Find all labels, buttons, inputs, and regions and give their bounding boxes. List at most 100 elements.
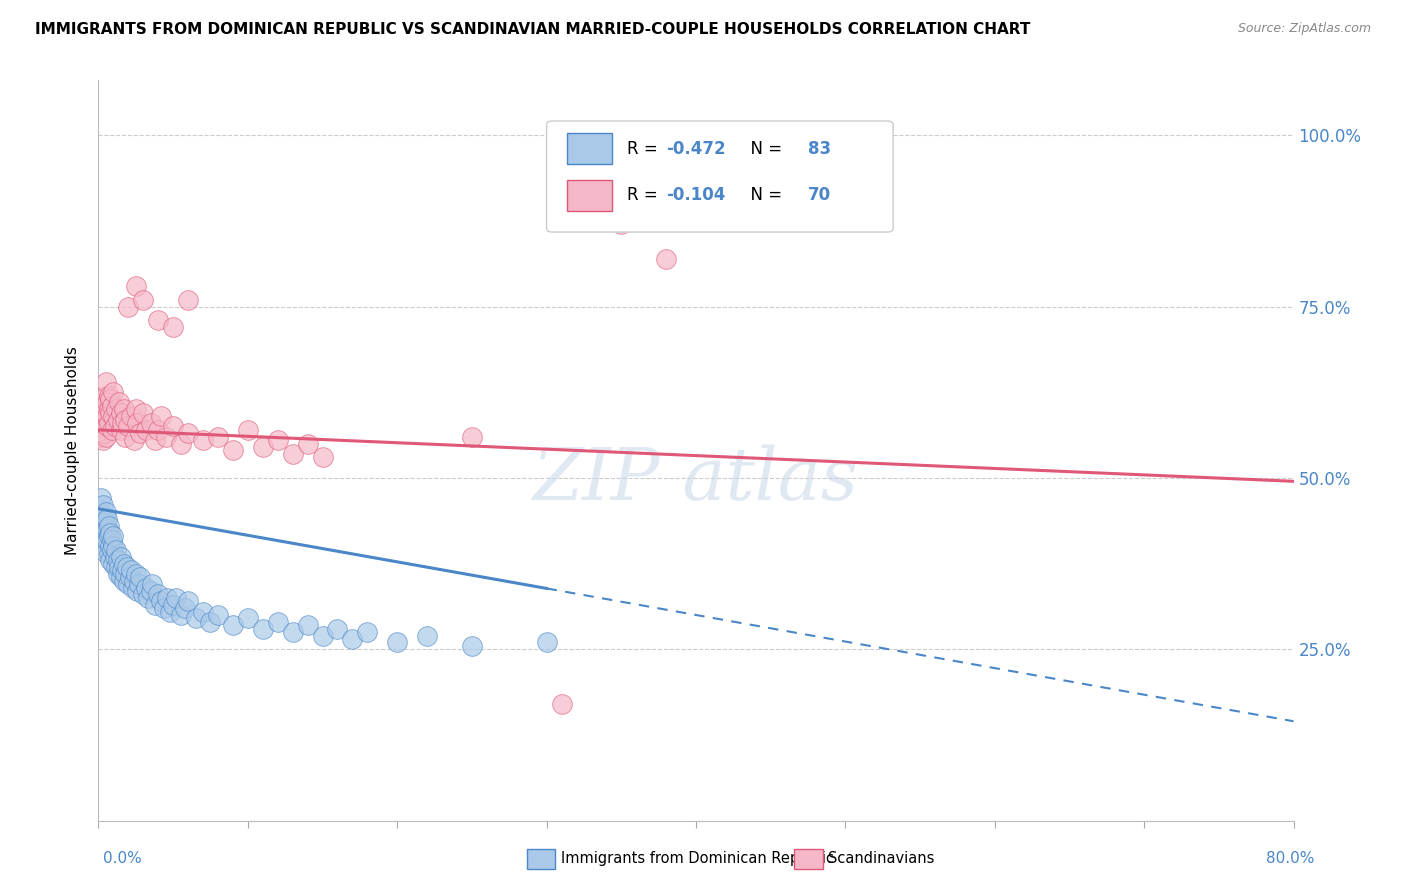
Point xyxy=(117,577,139,591)
Point xyxy=(98,392,122,406)
Point xyxy=(184,611,207,625)
Point xyxy=(101,399,124,413)
Point xyxy=(97,529,120,543)
Point xyxy=(91,519,114,533)
Point xyxy=(91,409,114,424)
Point xyxy=(132,293,155,307)
Point xyxy=(143,598,166,612)
Point xyxy=(107,553,129,567)
Point xyxy=(103,557,125,571)
Point xyxy=(281,447,304,461)
Point xyxy=(141,577,163,591)
Point xyxy=(311,628,333,642)
Bar xyxy=(567,133,613,164)
Point xyxy=(127,584,149,599)
Point xyxy=(655,252,678,266)
Point xyxy=(98,525,122,540)
Point xyxy=(96,409,118,424)
Point xyxy=(148,587,170,601)
Point xyxy=(297,618,319,632)
Point xyxy=(153,601,176,615)
Point xyxy=(93,416,115,430)
Point xyxy=(150,594,173,608)
Point xyxy=(111,563,134,577)
Point xyxy=(461,430,484,444)
Point xyxy=(94,546,117,560)
Point xyxy=(148,423,170,437)
Text: -0.472: -0.472 xyxy=(666,139,725,158)
Point xyxy=(112,574,135,588)
FancyBboxPatch shape xyxy=(547,121,893,232)
Point xyxy=(125,279,148,293)
Point xyxy=(169,436,191,450)
Point xyxy=(91,508,114,523)
Point xyxy=(267,433,290,447)
Point xyxy=(125,402,148,417)
Point xyxy=(114,430,136,444)
Point xyxy=(120,563,142,577)
Point xyxy=(124,433,146,447)
Point xyxy=(94,389,117,403)
Point xyxy=(148,313,170,327)
Point xyxy=(93,533,115,547)
Text: 70: 70 xyxy=(808,186,831,204)
Point xyxy=(174,601,197,615)
Point xyxy=(96,512,118,526)
Point xyxy=(90,423,112,437)
Point xyxy=(93,426,115,441)
Text: R =: R = xyxy=(627,186,662,204)
Point xyxy=(124,574,146,588)
Point xyxy=(97,416,120,430)
Point xyxy=(114,412,136,426)
Point xyxy=(416,628,439,642)
Point xyxy=(97,546,120,560)
Point xyxy=(129,426,152,441)
Point xyxy=(162,320,184,334)
Point xyxy=(385,635,409,649)
Bar xyxy=(567,179,613,211)
Point xyxy=(156,591,179,605)
Text: -0.104: -0.104 xyxy=(666,186,725,204)
Point xyxy=(96,533,118,547)
Point xyxy=(356,625,378,640)
Point xyxy=(90,491,112,506)
Point xyxy=(89,416,111,430)
Point xyxy=(155,430,177,444)
Point xyxy=(96,522,118,536)
Point xyxy=(98,553,122,567)
Point xyxy=(127,416,149,430)
Text: 80.0%: 80.0% xyxy=(1267,851,1315,865)
Point xyxy=(105,560,128,574)
Text: ZIP atlas: ZIP atlas xyxy=(533,445,859,516)
Point xyxy=(207,430,229,444)
Point xyxy=(91,395,114,409)
Text: R =: R = xyxy=(627,139,662,158)
Point xyxy=(326,622,349,636)
Point xyxy=(103,385,125,400)
Point xyxy=(207,607,229,622)
Point xyxy=(90,529,112,543)
Point xyxy=(96,395,118,409)
Point xyxy=(222,443,245,458)
Point xyxy=(252,440,274,454)
Point xyxy=(550,697,572,711)
Point xyxy=(191,605,214,619)
Text: IMMIGRANTS FROM DOMINICAN REPUBLIC VS SCANDINAVIAN MARRIED-COUPLE HOUSEHOLDS COR: IMMIGRANTS FROM DOMINICAN REPUBLIC VS SC… xyxy=(35,22,1031,37)
Point xyxy=(91,498,114,512)
Point xyxy=(114,566,136,581)
Point xyxy=(94,505,117,519)
Point xyxy=(135,423,157,437)
Point xyxy=(610,217,633,231)
Point xyxy=(252,622,274,636)
Point xyxy=(150,409,173,424)
Point xyxy=(93,525,115,540)
Point xyxy=(169,607,191,622)
Point xyxy=(96,419,118,434)
Point xyxy=(90,516,112,530)
Point xyxy=(111,416,134,430)
Point xyxy=(311,450,333,465)
Point xyxy=(94,430,117,444)
Point xyxy=(120,409,142,424)
Point xyxy=(281,625,304,640)
Text: Source: ZipAtlas.com: Source: ZipAtlas.com xyxy=(1237,22,1371,36)
